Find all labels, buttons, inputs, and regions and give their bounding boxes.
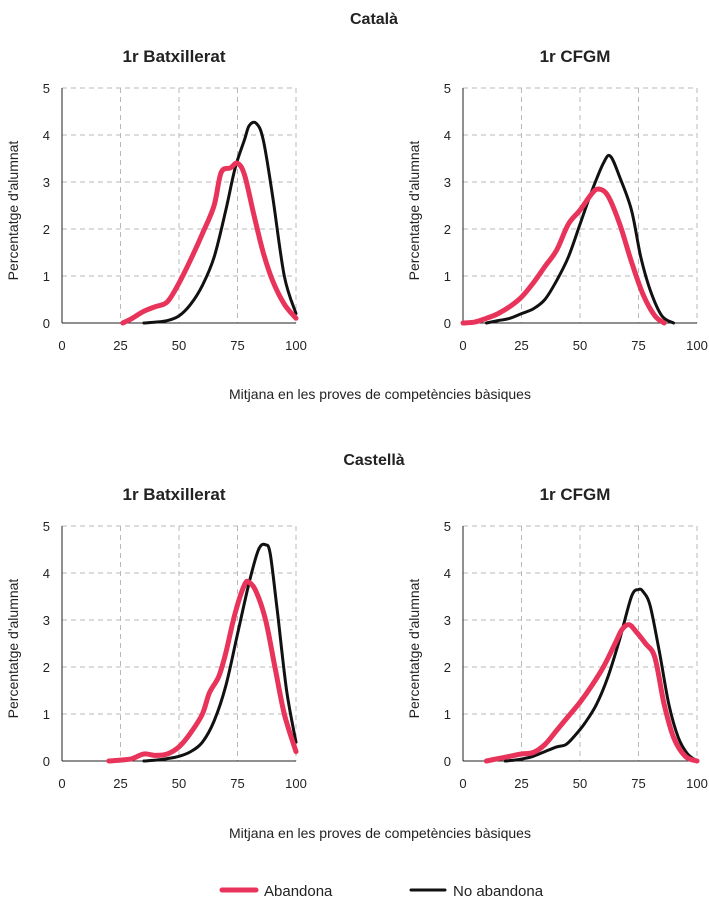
y-tick-label: 3 (43, 175, 50, 190)
section-title-castella: Castellà (343, 452, 404, 469)
x-tick-label: 75 (631, 338, 645, 353)
x-tick-label: 0 (58, 338, 65, 353)
xaxis-label-catala: Mitjana en les proves de competències bà… (229, 386, 531, 402)
y-tick-label: 4 (444, 566, 451, 581)
x-tick-label: 50 (172, 776, 186, 791)
x-tick-label: 75 (631, 776, 645, 791)
y-axis-label: Percentatge d'alumnat (406, 579, 422, 719)
x-tick-label: 100 (285, 776, 307, 791)
x-tick-label: 100 (686, 338, 708, 353)
x-tick-label: 75 (230, 776, 244, 791)
xaxis-label-castella: Mitjana en les proves de competències bà… (229, 825, 531, 841)
y-tick-label: 0 (43, 316, 50, 331)
y-tick-label: 5 (444, 81, 451, 96)
panel-title: 1r CFGM (540, 485, 611, 504)
series-line-no-abandona (144, 122, 296, 323)
y-axis-label: Percentatge d'alumnat (406, 141, 422, 281)
legend-label-abandona: Abandona (264, 883, 333, 899)
x-tick-label: 100 (285, 338, 307, 353)
x-tick-label: 0 (459, 776, 466, 791)
y-tick-label: 1 (444, 269, 451, 284)
section-title-catala: Català (350, 11, 398, 28)
panel-title: 1r Batxillerat (123, 47, 226, 66)
x-tick-label: 25 (113, 776, 127, 791)
y-tick-label: 1 (43, 269, 50, 284)
y-tick-label: 3 (444, 613, 451, 628)
legend: Abandona No abandona (222, 883, 544, 899)
y-axis-label: Percentatge d'alumnat (5, 579, 21, 719)
y-tick-label: 4 (43, 128, 50, 143)
y-tick-label: 4 (444, 128, 451, 143)
y-tick-label: 2 (444, 660, 451, 675)
x-tick-label: 25 (514, 338, 528, 353)
series-line-abandona (463, 189, 664, 323)
y-tick-label: 3 (444, 175, 451, 190)
x-tick-label: 50 (573, 338, 587, 353)
series-line-abandona (109, 581, 296, 761)
y-tick-label: 5 (43, 519, 50, 534)
y-tick-label: 0 (43, 754, 50, 769)
y-tick-label: 0 (444, 316, 451, 331)
y-tick-label: 4 (43, 566, 50, 581)
x-tick-label: 50 (172, 338, 186, 353)
x-tick-label: 25 (113, 338, 127, 353)
y-axis-label: Percentatge d'alumnat (5, 141, 21, 281)
y-tick-label: 2 (444, 222, 451, 237)
legend-label-no-abandona: No abandona (453, 883, 544, 899)
panel-title: 1r CFGM (540, 47, 611, 66)
y-tick-label: 1 (444, 707, 451, 722)
x-tick-label: 100 (686, 776, 708, 791)
x-tick-label: 75 (230, 338, 244, 353)
y-tick-label: 3 (43, 613, 50, 628)
x-tick-label: 0 (58, 776, 65, 791)
x-tick-label: 50 (573, 776, 587, 791)
y-tick-label: 1 (43, 707, 50, 722)
y-tick-label: 2 (43, 660, 50, 675)
x-tick-label: 25 (514, 776, 528, 791)
x-tick-label: 0 (459, 338, 466, 353)
y-tick-label: 5 (444, 519, 451, 534)
panel-title: 1r Batxillerat (123, 485, 226, 504)
y-tick-label: 2 (43, 222, 50, 237)
y-tick-label: 0 (444, 754, 451, 769)
y-tick-label: 5 (43, 81, 50, 96)
